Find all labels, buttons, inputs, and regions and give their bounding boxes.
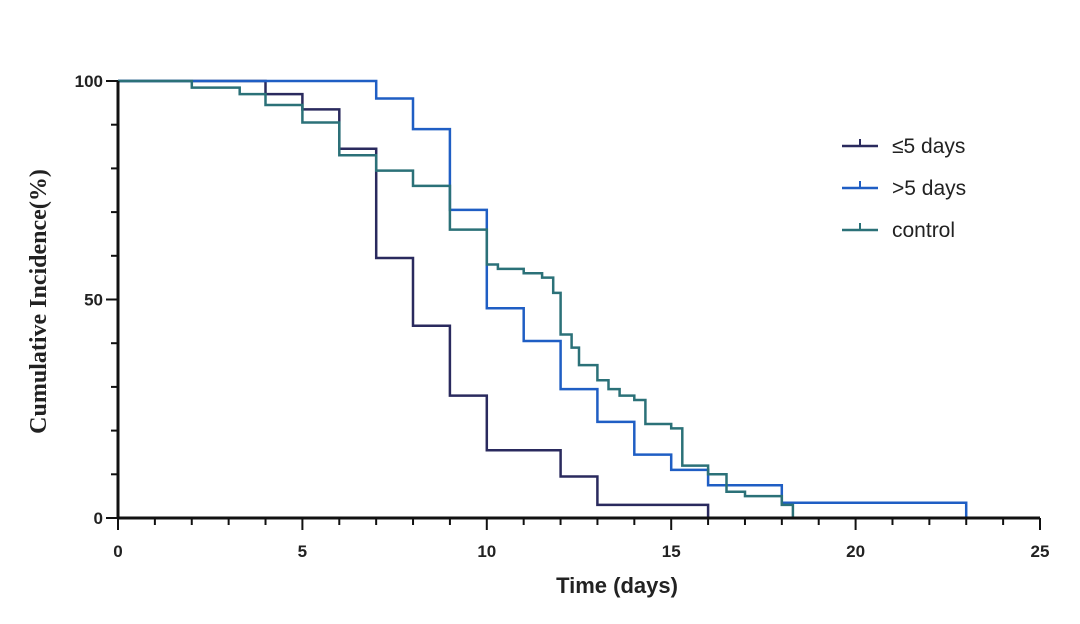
series-layer: [118, 79, 968, 518]
x-tick-label: 10: [477, 542, 496, 561]
legend-label: ≤5 days: [892, 135, 965, 158]
y-axis-label: Cumulative Incidence(%): [26, 169, 52, 434]
x-axis-label: Time (days): [556, 573, 678, 598]
series-line-2: [118, 79, 968, 518]
y-tick-label: 50: [84, 291, 103, 310]
series-line-3: [118, 79, 795, 518]
x-tick-label: 0: [113, 542, 122, 561]
y-tick-label: 0: [94, 509, 103, 528]
legend-label: control: [892, 219, 955, 242]
x-tick-label: 25: [1031, 542, 1050, 561]
legend: ≤5 days >5 days control: [842, 135, 966, 242]
legend-item: control: [842, 219, 955, 242]
legend-item: ≤5 days: [842, 135, 965, 158]
x-tick-label: 15: [662, 542, 681, 561]
ticks-layer: 0 5 10 15 20 25 0 50 100: [75, 72, 1050, 561]
series-line-1: [118, 79, 710, 518]
legend-label: >5 days: [892, 177, 966, 200]
y-tick-label: 100: [75, 72, 103, 91]
legend-item: >5 days: [842, 177, 966, 200]
x-tick-label: 20: [846, 542, 865, 561]
x-tick-label: 5: [298, 542, 307, 561]
